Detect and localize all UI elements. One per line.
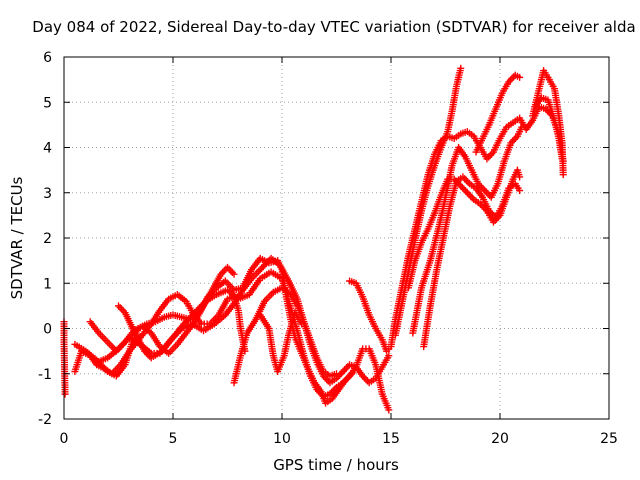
y-tick-label: 3 (43, 186, 52, 202)
axis-ticks: 0 5 10 15 20 25 -2 -1 0 1 2 3 4 5 6 (38, 50, 618, 447)
x-tick-label: 0 (60, 431, 69, 447)
data-point (122, 337, 130, 345)
data-point (461, 175, 469, 183)
data-point (225, 265, 233, 273)
data-point (464, 178, 472, 186)
data-point (467, 192, 475, 200)
chart-title: Day 084 of 2022, Sidereal Day-to-day VTE… (32, 18, 635, 36)
data-point (385, 406, 393, 414)
y-tick-label: 6 (43, 50, 52, 66)
data-point (200, 299, 208, 307)
data-point (468, 194, 476, 202)
data-point (256, 266, 264, 274)
data-point (484, 190, 492, 198)
data-point (385, 352, 393, 360)
y-tick-label: -1 (38, 367, 52, 383)
data-point (61, 390, 69, 398)
x-tick-label: 5 (169, 431, 178, 447)
data-point (227, 267, 235, 275)
data-point (463, 189, 471, 197)
data-point (462, 187, 470, 195)
data-point (516, 173, 524, 181)
x-tick-label: 25 (600, 431, 618, 447)
data-point (262, 259, 270, 267)
data-point (100, 364, 108, 372)
data-point (516, 73, 524, 81)
data-point (180, 320, 188, 328)
y-tick-label: 2 (43, 231, 52, 247)
y-tick-label: 0 (43, 322, 52, 338)
data-point (465, 190, 473, 198)
data-point (189, 310, 197, 318)
data-point (518, 123, 526, 131)
data-point (341, 366, 349, 374)
series-track (409, 123, 526, 337)
data-point (460, 185, 468, 193)
data-point (118, 305, 126, 313)
grid-lines (64, 57, 609, 419)
data-point (121, 338, 129, 346)
data-point (298, 320, 306, 328)
data-point (230, 270, 238, 278)
data-point (183, 317, 191, 325)
data-point (118, 342, 126, 350)
data-point (228, 269, 236, 277)
y-tick-label: 5 (43, 95, 52, 111)
data-point (199, 301, 207, 309)
series-track (60, 318, 69, 398)
y-axis-label: SDTVAR / TECUs (8, 176, 26, 299)
series-track (93, 254, 393, 387)
data-point (516, 186, 524, 194)
data-point (99, 363, 107, 371)
data-point (259, 262, 267, 270)
series-track (531, 94, 566, 163)
data-point (333, 370, 340, 378)
x-axis-label: GPS time / hours (273, 456, 399, 474)
data-point (192, 307, 200, 315)
data-point (116, 304, 124, 312)
series-track (230, 284, 340, 387)
data-point (186, 314, 194, 322)
y-tick-label: -2 (38, 412, 52, 428)
y-tick-label: 4 (43, 141, 52, 157)
data-point (197, 302, 205, 310)
data-point (188, 312, 196, 320)
x-tick-label: 10 (273, 431, 291, 447)
data-point (482, 188, 490, 196)
series-track (86, 263, 238, 357)
data-point (220, 267, 228, 275)
data-point (185, 315, 193, 323)
series-track (256, 309, 306, 375)
data-point (264, 258, 272, 266)
series-track (346, 103, 567, 355)
data-point (224, 263, 231, 271)
data-point (102, 366, 110, 374)
data-point (191, 309, 199, 317)
data-point (481, 186, 489, 194)
data-point (194, 305, 202, 313)
data-points (60, 64, 567, 414)
data-point (559, 171, 567, 179)
data-point (116, 343, 124, 351)
data-point (115, 345, 122, 353)
x-tick-label: 15 (382, 431, 400, 447)
x-tick-label: 20 (491, 431, 509, 447)
data-point (558, 155, 566, 163)
data-point (119, 340, 127, 348)
data-point (486, 151, 494, 159)
data-point (458, 184, 466, 192)
data-point (115, 302, 122, 310)
data-point (510, 136, 518, 144)
data-point (344, 362, 352, 370)
data-point (457, 64, 465, 72)
series-track (472, 71, 524, 156)
data-point (181, 318, 189, 326)
y-tick-label: 1 (43, 276, 52, 292)
series-track (420, 173, 524, 351)
data-point (195, 304, 203, 312)
data-point (261, 261, 269, 269)
data-point (258, 264, 266, 272)
